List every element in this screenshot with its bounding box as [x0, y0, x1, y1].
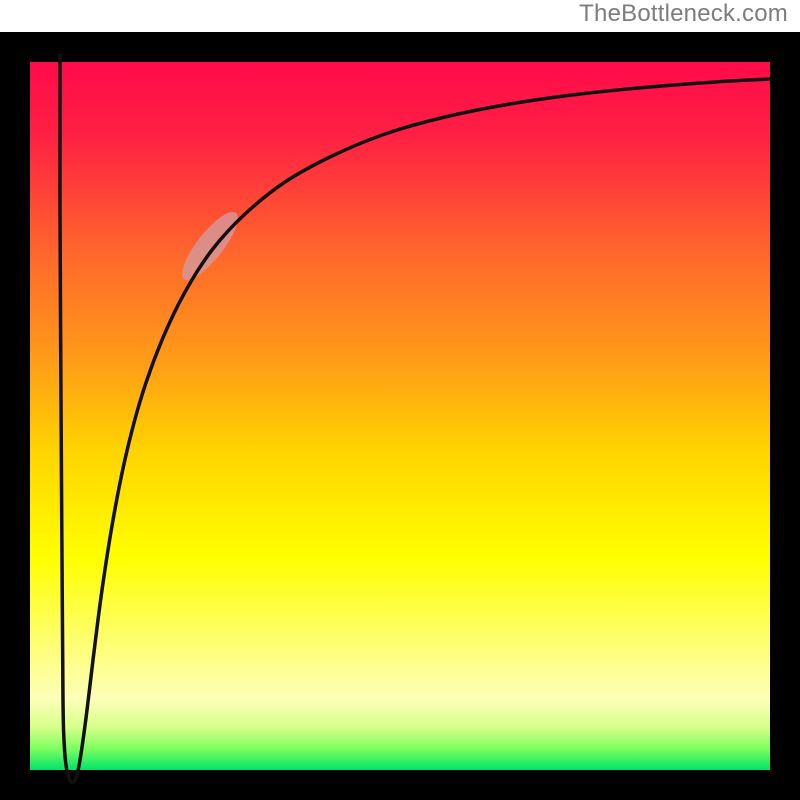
chart-border-right	[770, 32, 800, 800]
watermark-text: TheBottleneck.com	[579, 0, 788, 28]
chart-border-top	[0, 32, 800, 62]
bottleneck-chart	[0, 0, 800, 800]
plot-background	[30, 62, 770, 770]
chart-border-left	[0, 32, 30, 800]
chart-border-bottom	[0, 770, 800, 800]
